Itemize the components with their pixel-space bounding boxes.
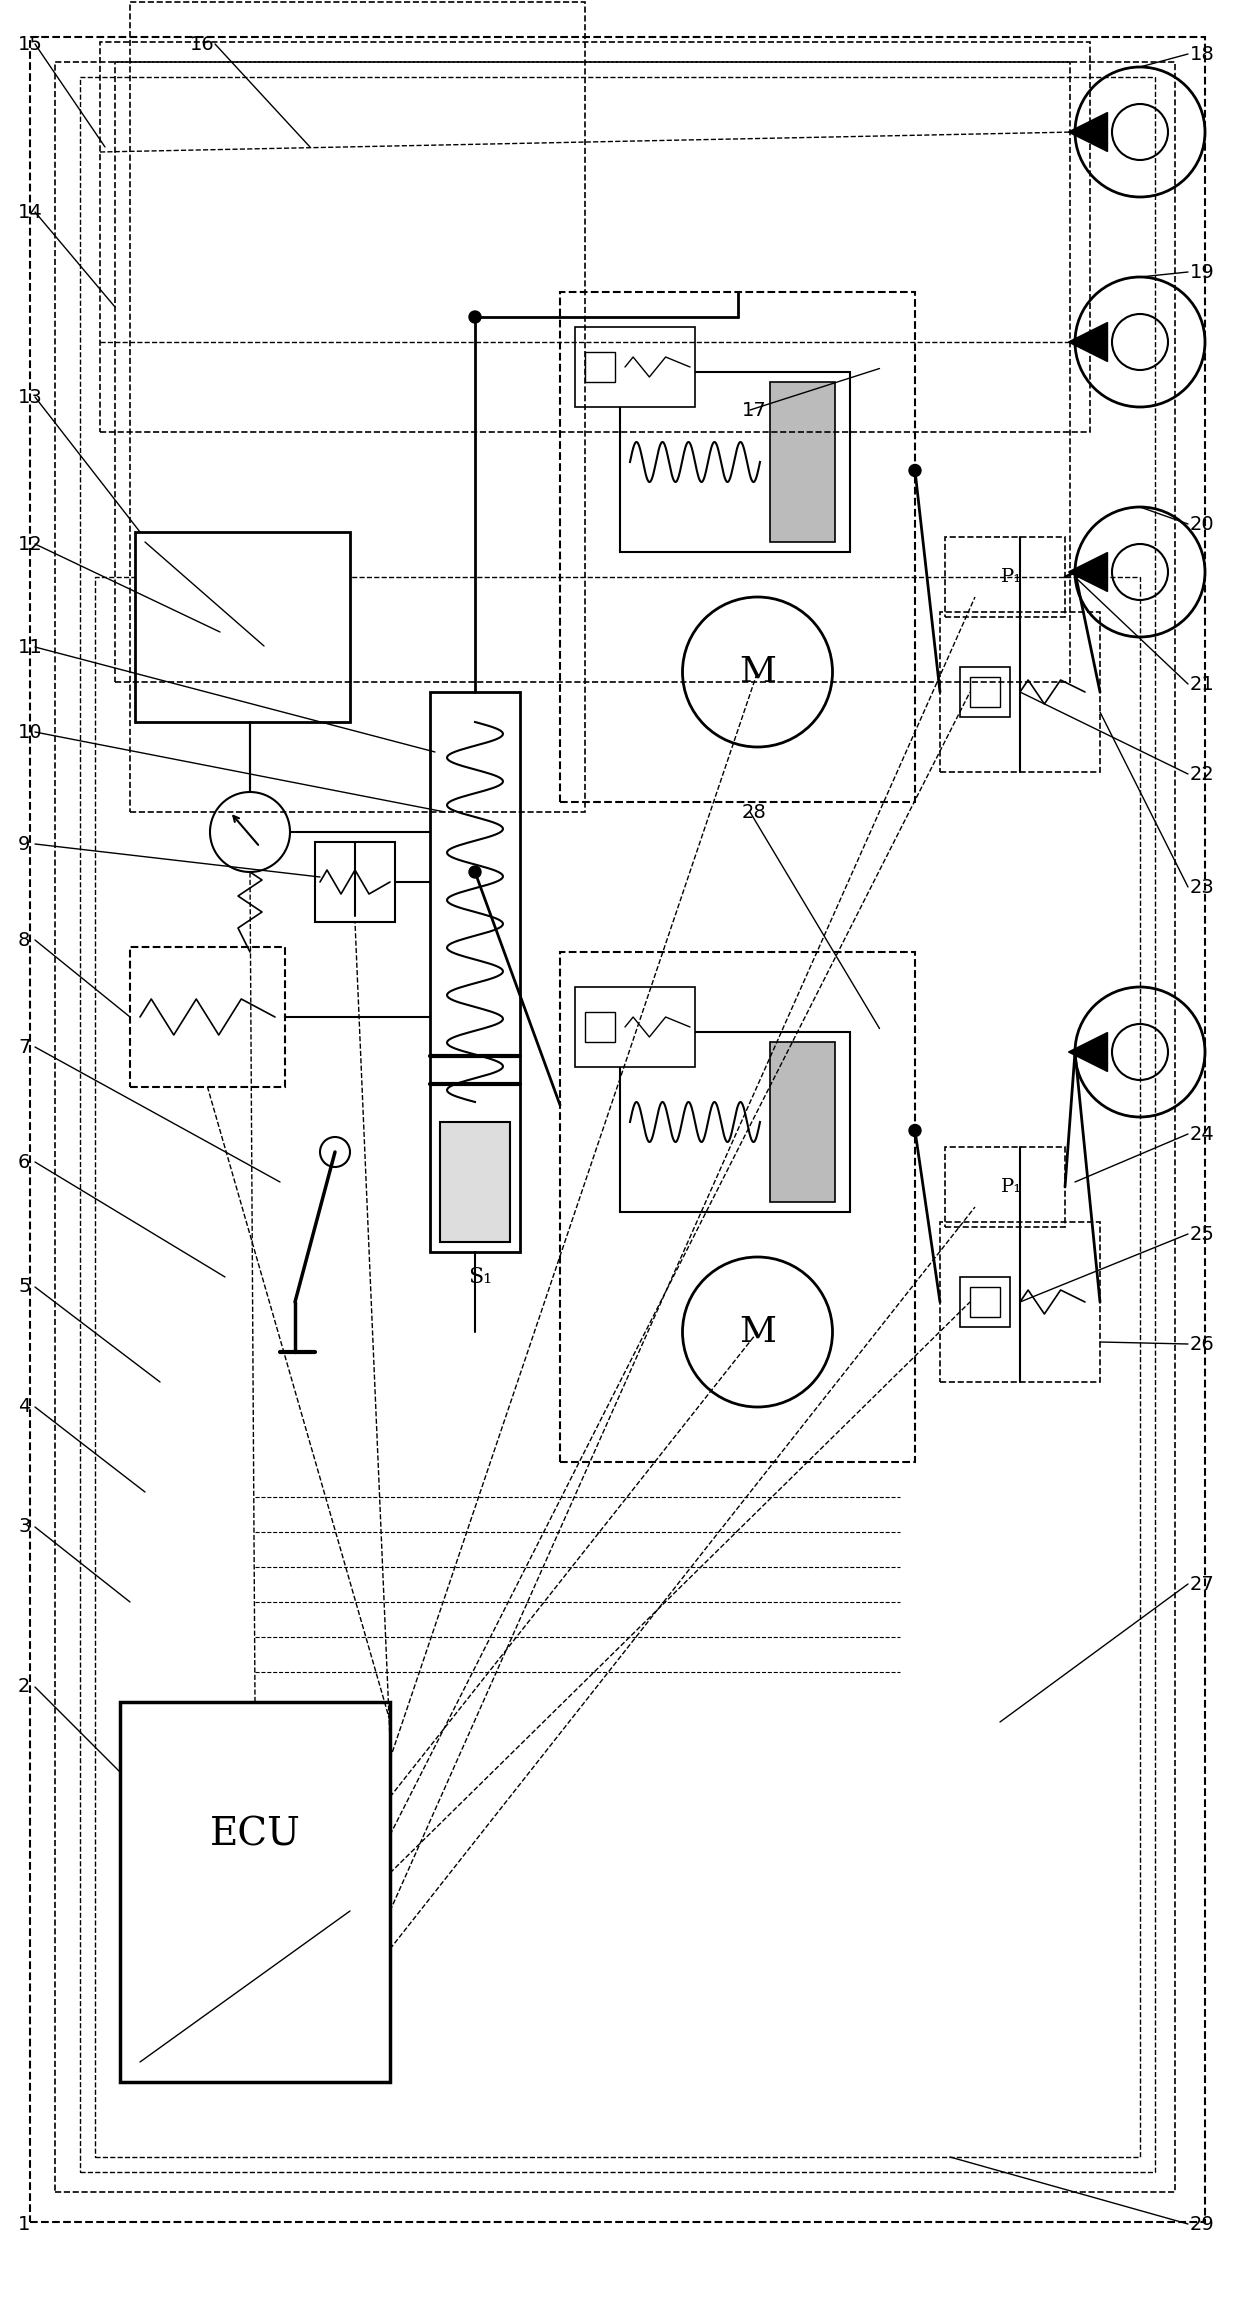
Text: 1: 1 — [19, 2215, 30, 2233]
Text: 13: 13 — [19, 387, 42, 407]
Circle shape — [469, 311, 481, 322]
Text: 11: 11 — [19, 638, 42, 656]
Circle shape — [909, 465, 921, 477]
Bar — [575, 988, 694, 1068]
Bar — [770, 1043, 835, 1202]
Text: 9: 9 — [19, 836, 30, 854]
Bar — [315, 843, 396, 923]
Text: S₁: S₁ — [467, 1266, 492, 1289]
Bar — [95, 578, 1140, 2157]
Bar — [970, 677, 999, 707]
Text: M: M — [739, 656, 776, 688]
Bar — [945, 1146, 1065, 1227]
Bar — [940, 612, 1100, 771]
Text: 19: 19 — [1190, 262, 1215, 281]
Text: 24: 24 — [1190, 1123, 1215, 1144]
Bar — [100, 41, 1090, 433]
Bar — [575, 327, 694, 407]
Bar — [620, 373, 849, 552]
Text: 5: 5 — [19, 1278, 31, 1296]
Text: 14: 14 — [19, 203, 42, 221]
Bar — [115, 62, 1070, 681]
Bar — [135, 532, 350, 723]
Bar — [560, 953, 915, 1462]
Text: 26: 26 — [1190, 1335, 1215, 1354]
Text: 3: 3 — [19, 1517, 30, 1535]
Text: 18: 18 — [1190, 44, 1215, 64]
Text: 4: 4 — [19, 1397, 30, 1416]
Text: 28: 28 — [742, 803, 766, 822]
Text: 15: 15 — [19, 35, 43, 53]
Bar — [81, 76, 1154, 2173]
Text: 29: 29 — [1190, 2215, 1215, 2233]
Bar — [440, 1121, 510, 1243]
Text: 12: 12 — [19, 534, 42, 552]
Polygon shape — [1069, 113, 1107, 152]
Circle shape — [469, 866, 481, 877]
Text: 25: 25 — [1190, 1225, 1215, 1243]
Text: 2: 2 — [19, 1678, 30, 1697]
Text: P₁: P₁ — [1001, 1179, 1022, 1197]
Text: P₁: P₁ — [1001, 569, 1022, 587]
Text: 23: 23 — [1190, 877, 1215, 895]
Polygon shape — [1069, 322, 1107, 361]
Bar — [430, 693, 520, 1252]
Text: 8: 8 — [19, 930, 30, 948]
Text: ECU: ECU — [210, 1816, 300, 1853]
Text: 21: 21 — [1190, 674, 1215, 693]
Polygon shape — [1069, 1034, 1107, 1070]
Text: 16: 16 — [190, 35, 215, 53]
Bar — [585, 352, 615, 382]
Circle shape — [909, 1123, 921, 1137]
Text: 22: 22 — [1190, 764, 1215, 783]
Text: 7: 7 — [19, 1038, 30, 1057]
Bar — [130, 2, 585, 813]
Text: 17: 17 — [742, 401, 766, 419]
Bar — [960, 1278, 1011, 1326]
Bar — [970, 1287, 999, 1317]
Text: 20: 20 — [1190, 516, 1215, 534]
Bar — [560, 292, 915, 801]
Bar — [940, 1222, 1100, 1381]
Bar — [960, 668, 1011, 716]
Bar — [120, 1701, 391, 2081]
Bar — [130, 946, 285, 1087]
Text: 27: 27 — [1190, 1575, 1215, 1593]
Bar — [945, 536, 1065, 617]
Text: M: M — [739, 1314, 776, 1349]
Bar — [585, 1013, 615, 1043]
Bar — [620, 1031, 849, 1211]
Bar — [770, 382, 835, 541]
Text: 10: 10 — [19, 723, 42, 741]
Polygon shape — [1069, 552, 1107, 592]
Text: 6: 6 — [19, 1153, 30, 1172]
